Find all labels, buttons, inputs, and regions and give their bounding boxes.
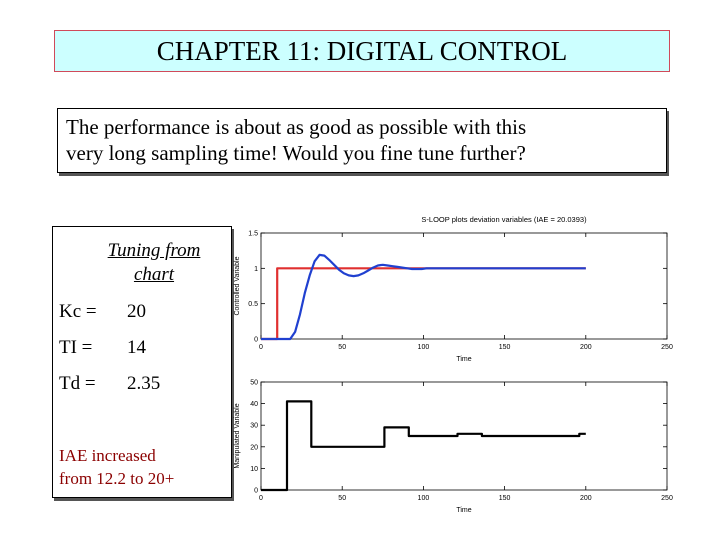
iae-note-line-2: from 12.2 to 20+ (59, 469, 175, 488)
x-axis-label: Time (456, 507, 471, 514)
chart-title: S-LOOP plots deviation variables (IAE = … (421, 215, 587, 224)
param-td: Td = 2.35 (59, 373, 160, 395)
param-ti: TI = 14 (59, 337, 146, 359)
note-line-2: very long sampling time! Would you fine … (66, 141, 526, 165)
iae-note-line-1: IAE increased (59, 446, 156, 465)
tuning-box: Tuning from chart Kc = 20 TI = 14 Td = 2.35… (52, 226, 232, 498)
x-tick-label: 250 (661, 344, 673, 351)
x-tick-label: 150 (499, 344, 511, 351)
x-tick-label: 150 (499, 495, 511, 502)
param-td-value: 2.35 (127, 373, 161, 394)
y-tick-label: 0 (254, 337, 258, 344)
y-tick-label: 20 (250, 444, 258, 451)
y-axis-label: Manipulated Variable (234, 403, 241, 468)
x-tick-label: 50 (338, 344, 346, 351)
param-kc-value: 20 (127, 301, 146, 322)
chart-1: 0 50 100 150 200 250 0 0.5 1 1.5 S-LOOP plots devi… (234, 215, 673, 363)
x-tick-label: 0 (259, 495, 263, 502)
x-axis-label: Time (456, 356, 471, 363)
x-tick-label: 250 (661, 495, 673, 502)
param-kc: Kc = 20 (59, 301, 146, 323)
y-tick-label: 1.5 (248, 231, 258, 238)
x-tick-label: 50 (338, 495, 346, 502)
param-td-name: Td = (59, 373, 96, 394)
x-tick-label: 100 (418, 344, 430, 351)
y-tick-label: 10 (250, 466, 258, 473)
chapter-title: CHAPTER 11: DIGITAL CONTROL (156, 35, 568, 66)
x-tick-label: 100 (418, 495, 430, 502)
y-tick-label: 40 (250, 401, 258, 408)
chart-2: 0 50 100 150 200 250 0 10 20 30 40 50 Time Manipulate… (234, 380, 673, 515)
y-tick-label: 0 (254, 488, 258, 495)
x-tick-label: 0 (259, 344, 263, 351)
series-line-2 (261, 253, 586, 341)
param-ti-value: 14 (127, 337, 146, 358)
note-line-1: The performance is about as good as poss… (66, 115, 527, 139)
y-tick-label: 1 (254, 266, 258, 273)
tuning-heading-line-1: Tuning from (107, 240, 201, 261)
tuning-heading: Tuning from chart (89, 239, 219, 287)
y-tick-label: 30 (250, 423, 258, 430)
y-tick-label: 0.5 (248, 301, 258, 308)
plot-area (260, 232, 668, 340)
y-axis-label: Controlled Variable (234, 256, 241, 315)
performance-note: The performance is about as good as poss… (57, 108, 667, 173)
param-kc-name: Kc = (59, 301, 97, 322)
chapter-banner: CHAPTER 11: DIGITAL CONTROL (54, 30, 670, 72)
plot-area (260, 381, 668, 491)
x-tick-label: 200 (580, 495, 592, 502)
x-tick-label: 200 (580, 344, 592, 351)
param-ti-name: TI = (59, 337, 93, 358)
tuning-heading-line-2: chart (133, 264, 175, 285)
y-tick-label: 50 (250, 380, 258, 387)
iae-note: IAE increased from 12.2 to 20+ (59, 444, 174, 490)
series-line-1 (261, 400, 586, 492)
